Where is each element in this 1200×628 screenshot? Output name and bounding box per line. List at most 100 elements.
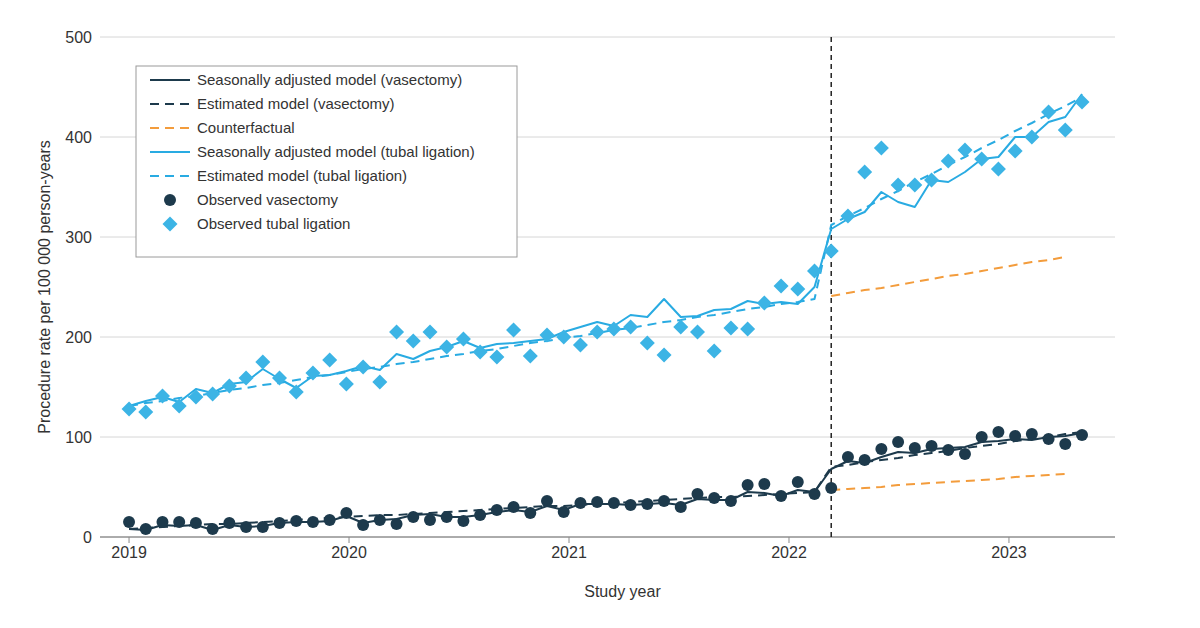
point xyxy=(926,440,938,452)
point xyxy=(374,514,386,526)
point xyxy=(123,516,135,528)
point xyxy=(792,476,804,488)
point xyxy=(290,515,302,527)
legend-label: Observed tubal ligation xyxy=(197,215,350,232)
x-tick xyxy=(788,537,789,543)
point xyxy=(992,426,1004,438)
point xyxy=(691,488,703,500)
point xyxy=(391,518,403,530)
series-line xyxy=(831,257,1065,296)
point xyxy=(1024,130,1039,145)
point xyxy=(457,515,469,527)
point xyxy=(424,514,436,526)
point xyxy=(874,141,889,156)
point xyxy=(506,323,521,338)
point xyxy=(324,514,336,526)
legend-symbol xyxy=(163,217,178,232)
grid-line xyxy=(100,537,1115,538)
point xyxy=(439,340,454,355)
legend-symbol xyxy=(150,103,190,105)
point xyxy=(573,338,588,353)
y-tick-label: 500 xyxy=(65,29,92,46)
point xyxy=(372,375,387,390)
point xyxy=(140,523,152,535)
x-tick xyxy=(569,537,570,543)
point xyxy=(924,173,939,188)
point xyxy=(1009,430,1021,442)
point xyxy=(875,443,887,455)
point xyxy=(474,509,486,521)
point xyxy=(707,344,722,359)
point xyxy=(223,517,235,529)
point xyxy=(842,451,854,463)
y-tick-label: 100 xyxy=(65,429,92,446)
x-tick-label: 2022 xyxy=(771,544,807,561)
point xyxy=(339,377,354,392)
legend-label: Observed vasectomy xyxy=(197,191,338,208)
point xyxy=(156,516,168,528)
point xyxy=(272,371,287,386)
point xyxy=(1008,144,1023,159)
point xyxy=(657,348,672,363)
point xyxy=(239,371,254,386)
point xyxy=(723,321,738,336)
point xyxy=(758,478,770,490)
point xyxy=(775,490,787,502)
point xyxy=(974,152,989,167)
point xyxy=(240,521,252,533)
legend: Seasonally adjusted model (vasectomy) Est… xyxy=(136,66,517,257)
point xyxy=(991,162,1006,177)
point xyxy=(840,209,855,224)
legend-label: Estimated model (tubal ligation) xyxy=(197,167,407,184)
point xyxy=(757,296,772,311)
y-tick-label: 0 xyxy=(83,529,92,546)
legend-box xyxy=(136,66,517,257)
point xyxy=(790,282,805,297)
point xyxy=(406,334,421,349)
series-line xyxy=(129,432,1082,529)
point xyxy=(809,488,821,500)
point xyxy=(307,516,319,528)
point xyxy=(725,495,737,507)
grid-line xyxy=(100,337,1115,338)
point xyxy=(523,349,538,364)
point xyxy=(574,497,586,509)
point xyxy=(907,178,922,193)
legend-label: Estimated model (vasectomy) xyxy=(197,95,395,112)
point xyxy=(122,402,137,417)
point xyxy=(959,448,971,460)
legend-symbol xyxy=(150,151,190,153)
point xyxy=(658,495,670,507)
point xyxy=(1076,429,1088,441)
point xyxy=(774,279,789,294)
point xyxy=(591,496,603,508)
point xyxy=(859,454,871,466)
point xyxy=(857,165,872,180)
point xyxy=(892,436,904,448)
point xyxy=(508,501,520,513)
point xyxy=(422,325,437,340)
page: {"chart_data": { "type": "line", "x_labe… xyxy=(0,0,1200,628)
legend-label: Counterfactual xyxy=(197,119,295,136)
point xyxy=(941,154,956,169)
point xyxy=(590,325,605,340)
legend-label: Seasonally adjusted model (vasectomy) xyxy=(197,71,462,88)
point xyxy=(255,355,270,370)
point xyxy=(807,264,822,279)
x-axis-title: Study year xyxy=(584,583,661,600)
grid-line xyxy=(100,37,1115,38)
x-tick xyxy=(349,537,350,543)
point xyxy=(389,325,404,340)
series-line xyxy=(129,433,1082,530)
plot-area xyxy=(122,37,1090,537)
legend-symbol xyxy=(150,79,190,81)
point xyxy=(942,444,954,456)
point xyxy=(340,507,352,519)
point xyxy=(205,387,220,402)
point xyxy=(673,320,688,335)
point xyxy=(1026,428,1038,440)
x-tick-label: 2021 xyxy=(551,544,587,561)
series-points xyxy=(123,426,1088,535)
point xyxy=(640,336,655,351)
point xyxy=(456,332,471,347)
